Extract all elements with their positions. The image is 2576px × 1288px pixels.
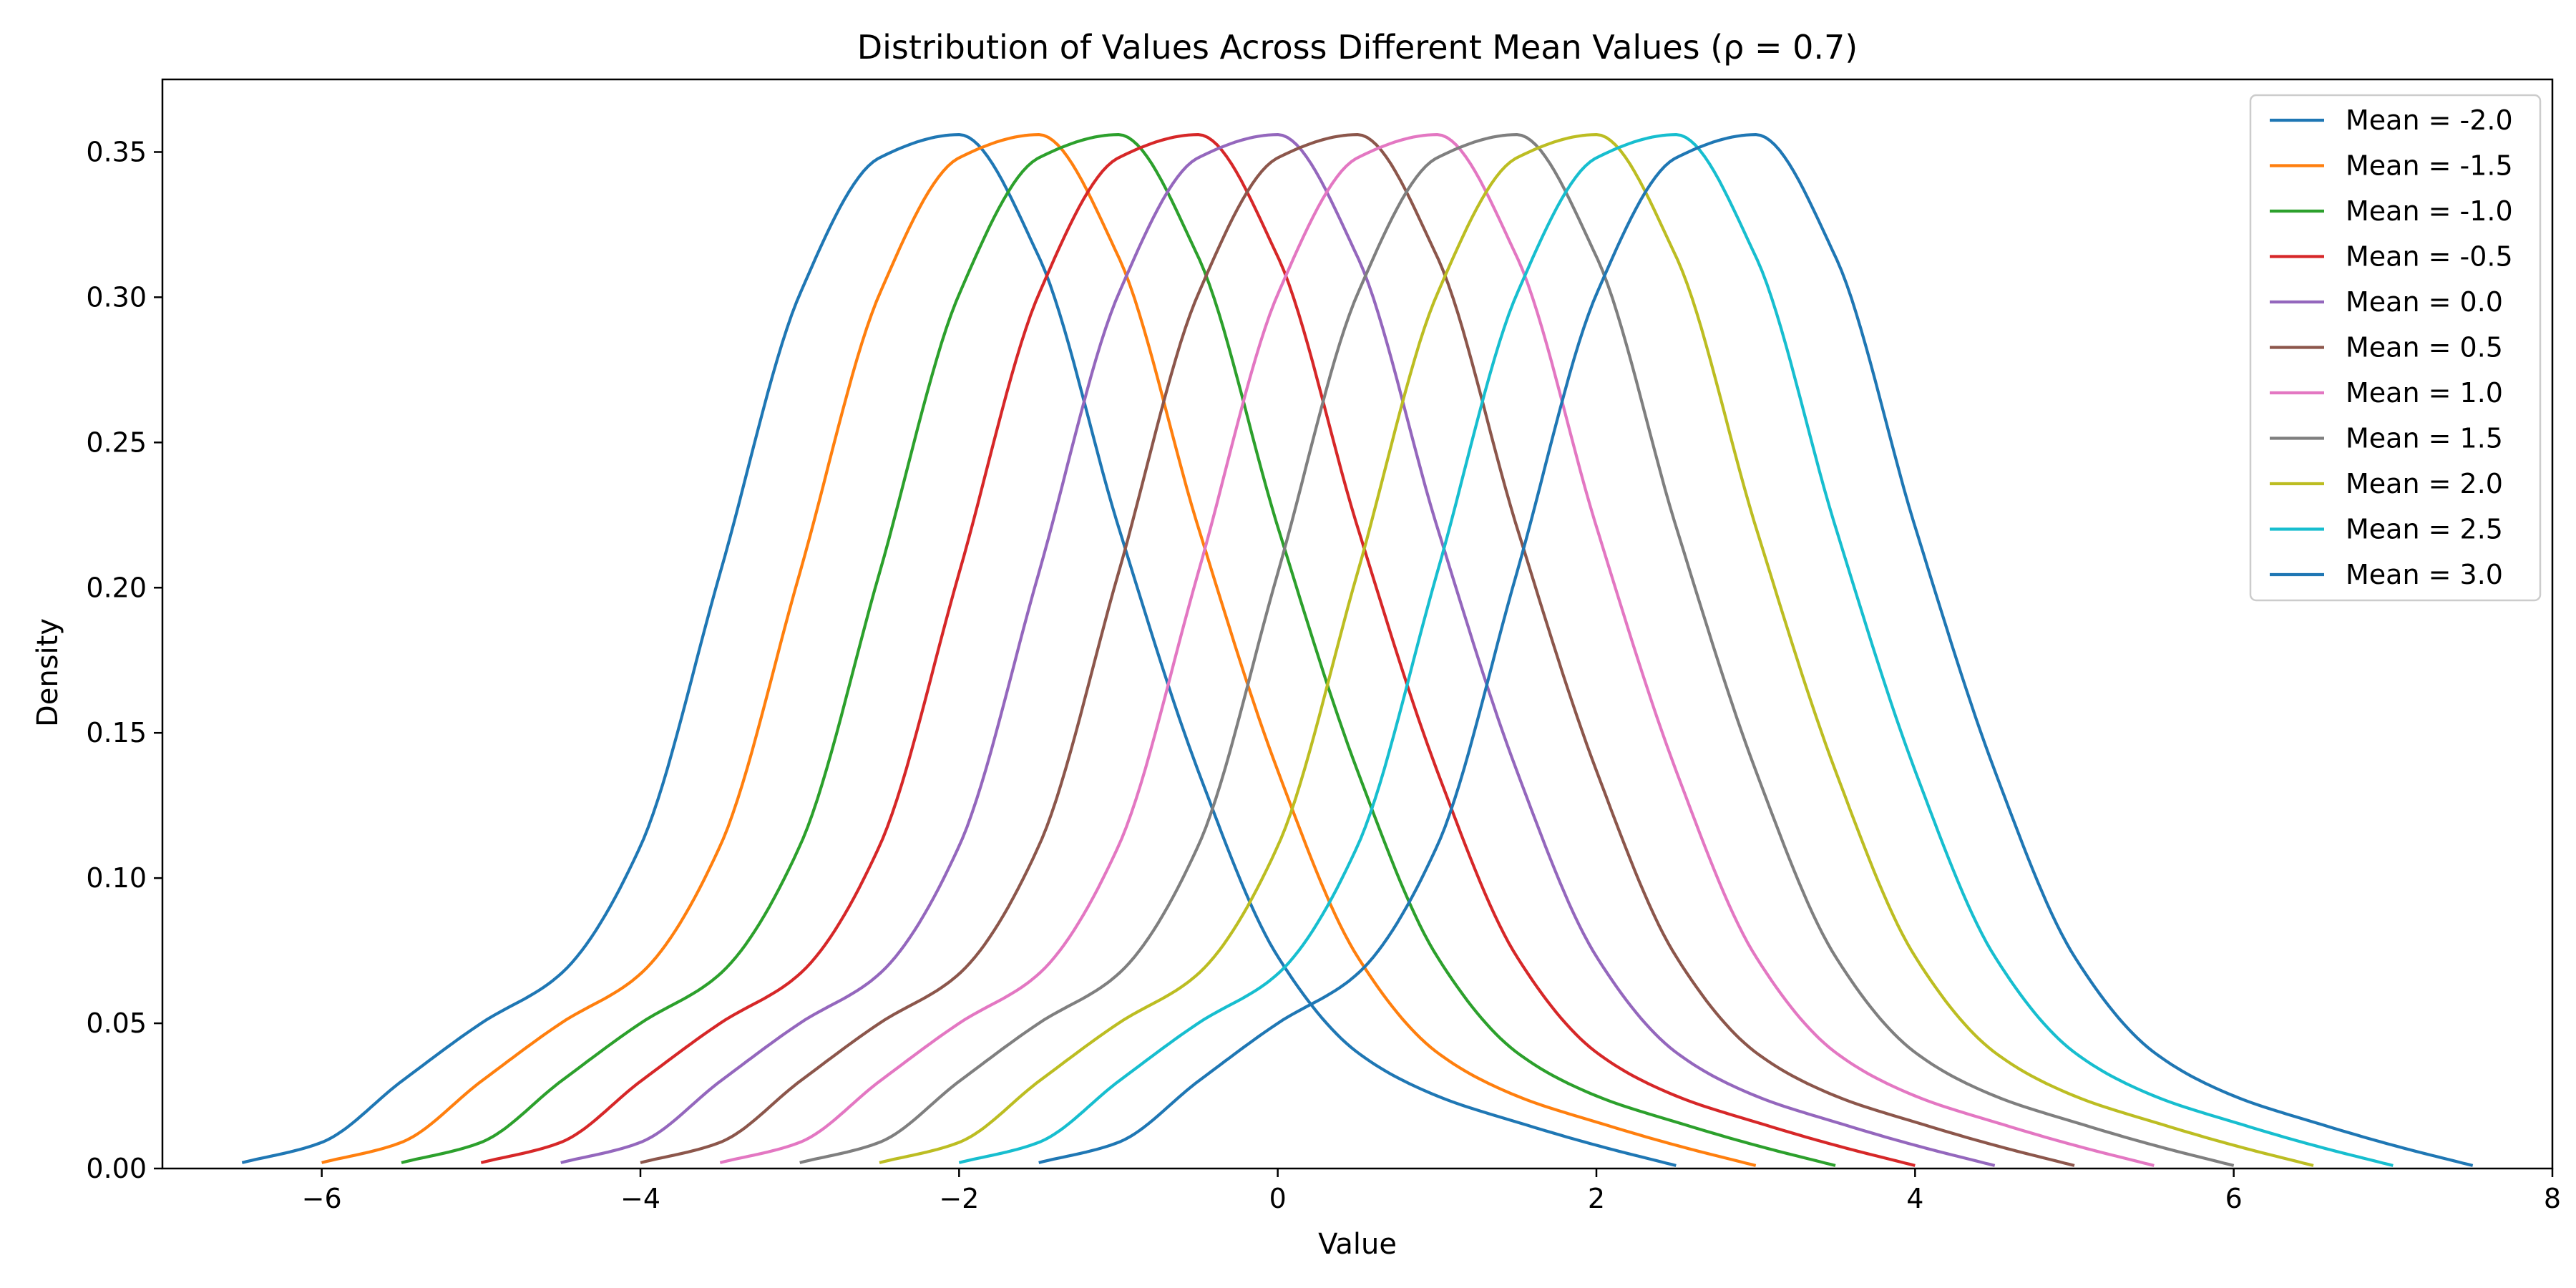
x-tick-label: −6 xyxy=(302,1183,342,1214)
y-axis: 0.00 0.05 0.10 0.15 0.20 0.25 0.30 0.35 xyxy=(86,136,162,1184)
series-line-7 xyxy=(799,133,2235,1167)
series-line-3 xyxy=(480,133,1916,1167)
y-tick-label: 0.05 xyxy=(86,1008,147,1039)
series-line-10 xyxy=(1038,133,2474,1167)
y-tick-label: 0.15 xyxy=(86,717,147,748)
legend-label-8: Mean = 2.0 xyxy=(2346,468,2503,499)
legend-label-1: Mean = -1.5 xyxy=(2346,150,2513,182)
legend: Mean = -2.0 Mean = -1.5 Mean = -1.0 Mean = … xyxy=(2249,94,2542,602)
x-tick-label: 2 xyxy=(1588,1183,1605,1214)
legend-label-6: Mean = 1.0 xyxy=(2346,377,2503,409)
series-line-4 xyxy=(560,133,1996,1167)
series-line-6 xyxy=(719,133,2155,1167)
series-curves xyxy=(241,133,2474,1167)
legend-label-0: Mean = -2.0 xyxy=(2346,104,2513,136)
x-tick-label: 0 xyxy=(1269,1183,1287,1214)
series-line-0 xyxy=(241,133,1677,1167)
legend-label-4: Mean = 0.0 xyxy=(2346,286,2503,318)
series-line-8 xyxy=(879,133,2314,1167)
legend-label-3: Mean = -0.5 xyxy=(2346,241,2513,273)
y-axis-label: Density xyxy=(31,618,64,727)
legend-box xyxy=(2249,94,2542,602)
legend-label-5: Mean = 0.5 xyxy=(2346,332,2503,364)
y-tick-label: 0.30 xyxy=(86,281,147,313)
series-line-9 xyxy=(958,133,2394,1167)
x-tick-label: 4 xyxy=(1906,1183,1923,1214)
chart-title: Distribution of Values Across Different … xyxy=(857,28,1858,67)
series-line-5 xyxy=(640,133,2075,1167)
y-tick-label: 0.20 xyxy=(86,572,147,603)
y-tick-label: 0.25 xyxy=(86,426,147,458)
legend-label-2: Mean = -1.0 xyxy=(2346,195,2513,227)
x-axis-label: Value xyxy=(1318,1228,1397,1261)
y-tick-label: 0.10 xyxy=(86,862,147,894)
legend-label-10: Mean = 3.0 xyxy=(2346,559,2503,590)
y-tick-label: 0.00 xyxy=(86,1153,147,1184)
x-tick-label: −2 xyxy=(939,1183,979,1214)
plot-frame xyxy=(161,78,2554,1170)
series-line-2 xyxy=(401,133,1836,1167)
legend-label-7: Mean = 1.5 xyxy=(2346,423,2503,454)
x-tick-label: 8 xyxy=(2544,1183,2561,1214)
y-tick-label: 0.35 xyxy=(86,136,147,167)
legend-label-9: Mean = 2.5 xyxy=(2346,514,2503,545)
x-tick-label: 6 xyxy=(2225,1183,2243,1214)
x-axis: −6 −4 −2 0 2 4 6 8 xyxy=(302,1169,2561,1214)
x-tick-label: −4 xyxy=(620,1183,660,1214)
series-line-1 xyxy=(321,133,1757,1167)
